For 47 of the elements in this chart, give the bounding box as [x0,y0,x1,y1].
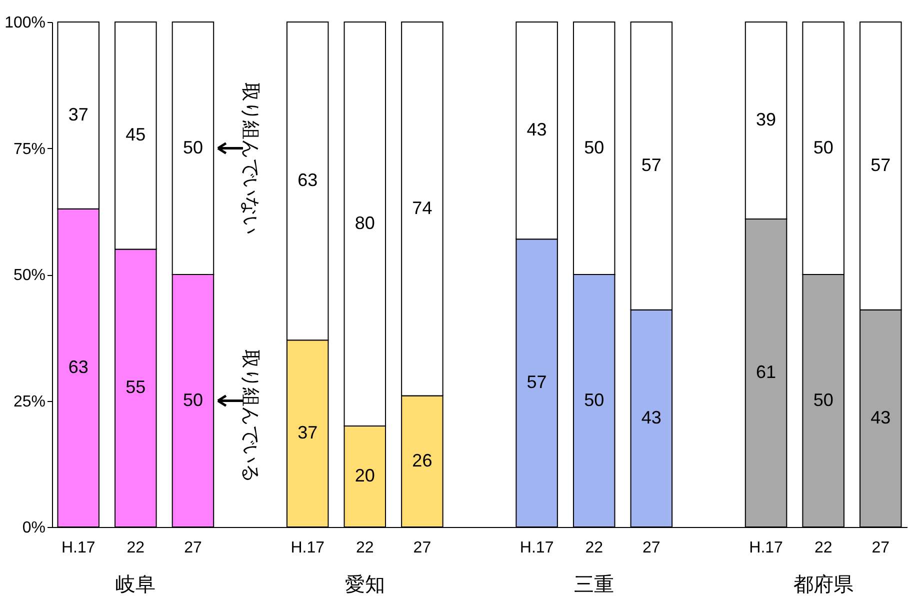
data-label: 55 [126,377,146,398]
x-tick-label: 27 [413,540,432,556]
data-label: 50 [584,137,604,158]
y-tick-label: 0% [22,520,46,536]
data-label: 80 [354,213,375,233]
x-tick-label: 27 [184,540,202,556]
data-label: 63 [68,356,88,377]
x-tick-label: 22 [126,540,145,556]
y-tick-label: 50% [13,267,46,284]
data-label: 43 [641,407,662,428]
data-label: 50 [182,390,203,410]
x-tick-label: 22 [814,540,832,556]
y-tick-label: 25% [13,393,46,410]
data-label: 63 [298,170,318,190]
data-label: 57 [641,154,662,175]
data-label: 39 [756,109,776,130]
text: 三重 [574,574,614,596]
annotation: 取り組んでいない [239,82,260,234]
data-label: 37 [298,422,318,443]
annotation: 取り組んでいる [239,349,260,482]
data-label: 50 [813,390,834,410]
data-label: 45 [126,124,146,145]
text: 愛知 [344,574,385,596]
data-label: 50 [813,137,834,158]
data-label: 57 [526,372,547,392]
text: 岐阜 [116,574,156,596]
x-tick-label: H.17 [61,540,96,556]
data-label: 20 [354,466,375,486]
data-label: 61 [756,362,776,382]
x-tick-label: H.17 [520,540,554,556]
x-tick-label: 22 [356,540,374,556]
data-label: 26 [412,450,432,470]
data-label: 43 [526,120,547,140]
data-label: 57 [870,154,891,175]
y-tick-label: 100% [4,14,46,32]
data-label: 43 [870,407,891,428]
data-label: 50 [584,390,604,410]
x-tick-label: H.17 [749,540,784,556]
x-tick-label: 27 [872,540,890,556]
data-label: 37 [68,104,88,124]
x-tick-label: H.17 [290,540,325,556]
x-tick-label: 27 [642,540,660,556]
data-label: 50 [182,137,203,158]
x-tick-label: 22 [585,540,604,556]
data-label: 74 [412,198,432,218]
text: 都府県 [793,574,854,596]
y-tick-label: 75% [13,140,46,158]
